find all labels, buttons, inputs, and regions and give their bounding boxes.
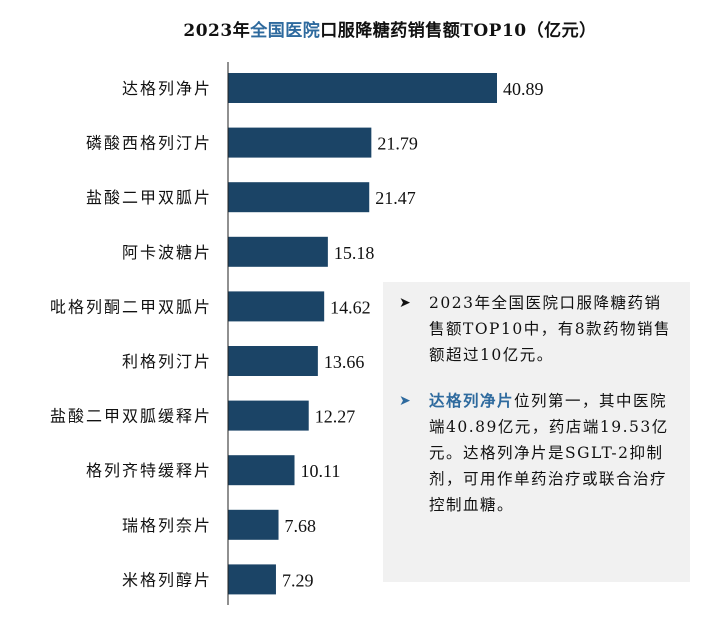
value-label: 10.11 <box>301 461 341 481</box>
notes-box: ➤ 2023年全国医院口服降糖药销售额TOP10中，有8款药物销售额超过10亿元… <box>383 282 690 582</box>
bar <box>228 127 372 158</box>
bar <box>228 400 309 431</box>
bar <box>228 455 295 486</box>
category-label: 磷酸西格列汀片 <box>86 134 212 153</box>
value-label: 15.18 <box>334 243 375 263</box>
category-label: 利格列汀片 <box>122 352 212 371</box>
note-highlight: 达格列净片 <box>429 391 515 410</box>
title-highlight: 全国医院 <box>250 21 321 41</box>
note-text: 位列第一，其中医院端40.89亿元，药店端19.53亿元。达格列净片是SGLT-… <box>429 392 669 514</box>
note-item: ➤ 2023年全国医院口服降糖药销售额TOP10中，有8款药物销售额超过10亿元… <box>397 290 676 368</box>
value-label: 21.79 <box>377 134 418 154</box>
value-label: 7.29 <box>282 570 314 590</box>
value-label: 12.27 <box>315 407 356 427</box>
bar <box>228 564 276 595</box>
value-label: 40.89 <box>503 79 544 99</box>
value-label: 13.66 <box>324 352 365 372</box>
category-label: 阿卡波糖片 <box>122 243 212 262</box>
bar <box>228 346 318 376</box>
title-suffix: 口服降糖药销售额TOP10（亿元） <box>320 21 597 41</box>
category-label: 瑞格列奈片 <box>122 516 212 535</box>
arrow-bullet-icon: ➤ <box>399 295 413 311</box>
bar <box>228 291 325 322</box>
bar <box>228 236 328 267</box>
bar <box>228 73 497 103</box>
category-label: 吡格列酮二甲双胍片 <box>50 297 212 316</box>
note-text: 2023年全国医院口服降糖药销售额TOP10中，有8款药物销售额超过10亿元。 <box>429 294 672 364</box>
category-label: 达格列净片 <box>122 79 212 98</box>
category-label: 米格列醇片 <box>122 570 212 589</box>
category-label: 格列齐特缓释片 <box>86 461 212 480</box>
bar <box>228 509 279 540</box>
chart-title: 2023年全国医院口服降糖药销售额TOP10（亿元） <box>0 16 708 41</box>
arrow-bullet-icon: ➤ <box>399 393 413 409</box>
title-prefix: 2023年 <box>183 21 251 41</box>
value-label: 14.62 <box>330 297 371 317</box>
bar <box>228 182 370 213</box>
value-label: 7.68 <box>285 516 317 536</box>
value-label: 21.47 <box>375 188 416 208</box>
category-label: 盐酸二甲双胍缓释片 <box>50 407 212 426</box>
category-label: 盐酸二甲双胍片 <box>86 188 212 207</box>
note-item: ➤ 达格列净片位列第一，其中医院端40.89亿元，药店端19.53亿元。达格列净… <box>397 388 676 518</box>
